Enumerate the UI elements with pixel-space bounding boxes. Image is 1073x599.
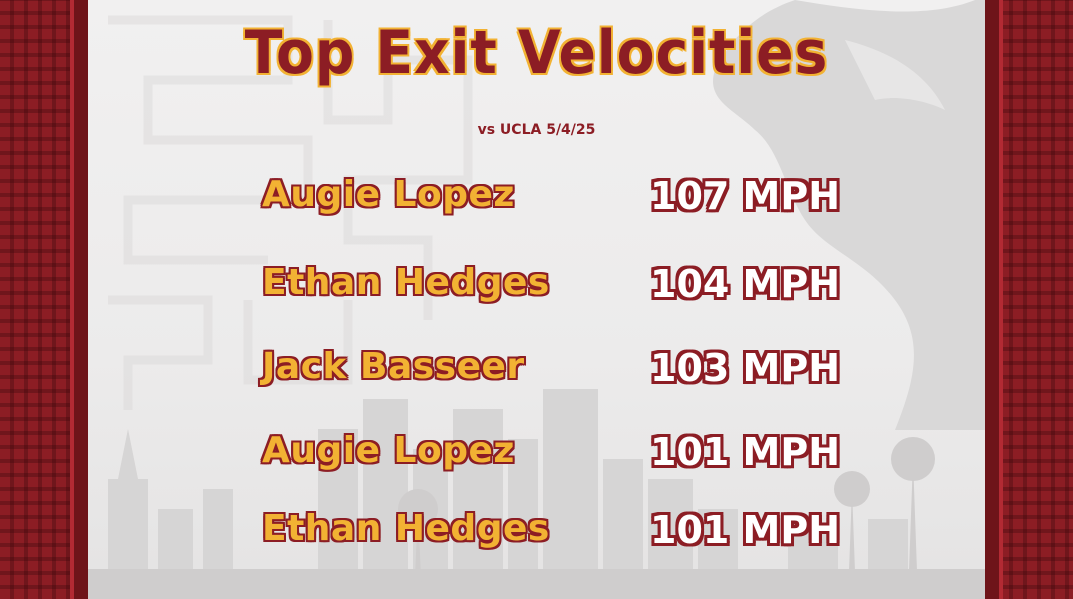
- graphic-subtitle: vs UCLA 5/4/25: [477, 122, 596, 138]
- exit-velocity-value: 104 MPH: [650, 262, 841, 306]
- exit-velocity-value: 103 MPH: [650, 346, 841, 390]
- exit-velocity-value: 101 MPH: [650, 430, 841, 474]
- player-name: Ethan Hedges: [262, 508, 550, 549]
- trojan-head-silhouette: [713, 0, 985, 430]
- player-name: Jack Basseer: [262, 346, 525, 387]
- list-item: Ethan Hedges 101 MPH: [88, 508, 985, 568]
- graphic-panel: Top Exit Velocities vs UCLA 5/4/25 Augie…: [88, 0, 985, 599]
- exit-velocity-value: 107 MPH: [650, 174, 841, 218]
- list-item: Augie Lopez 101 MPH: [88, 430, 985, 490]
- player-name: Augie Lopez: [262, 174, 515, 215]
- graphic-title: Top Exit Velocities: [244, 17, 829, 89]
- maze-pattern-background: [108, 15, 473, 410]
- right-greek-key-border: [985, 0, 1073, 599]
- list-item: Jack Basseer 103 MPH: [88, 346, 985, 406]
- exit-velocity-value: 101 MPH: [650, 508, 841, 552]
- list-item: Ethan Hedges 104 MPH: [88, 262, 985, 322]
- left-greek-key-border: [0, 0, 88, 599]
- list-item: Augie Lopez 107 MPH: [88, 174, 985, 234]
- player-name: Augie Lopez: [262, 430, 515, 471]
- city-skyline-silhouette: [88, 389, 985, 599]
- player-name: Ethan Hedges: [262, 262, 550, 303]
